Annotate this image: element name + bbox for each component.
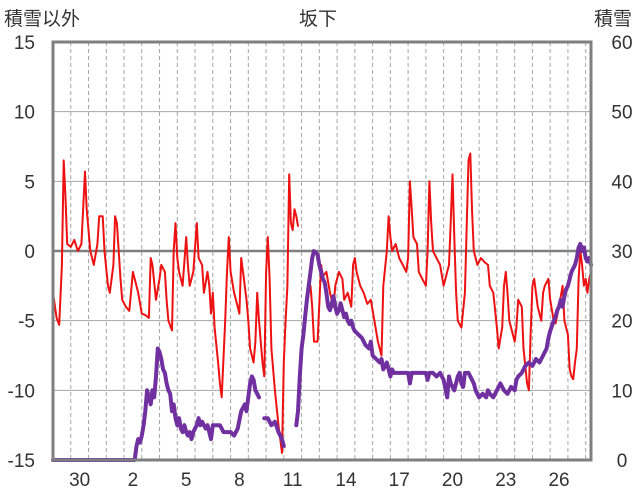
left-tick-label: 15 <box>14 33 35 54</box>
x-tick-label: 26 <box>548 470 569 491</box>
right-tick-label: 10 <box>611 381 632 402</box>
right-tick-label: 0 <box>617 451 628 472</box>
x-tick-label: 20 <box>442 470 463 491</box>
x-tick-label: 8 <box>234 470 245 491</box>
snow-depth-line <box>262 416 286 449</box>
x-tick-label: 23 <box>495 470 516 491</box>
x-tick-label: 2 <box>128 470 139 491</box>
series-layer <box>51 152 593 462</box>
right-tick-label: 20 <box>611 312 632 333</box>
left-tick-label: 0 <box>24 242 35 263</box>
left-tick-label: 5 <box>24 172 35 193</box>
x-tick-label: 17 <box>389 470 410 491</box>
left-axis-title: 積雪以外 <box>4 8 80 30</box>
x-tick-label: 30 <box>69 470 90 491</box>
temperature-line <box>52 159 299 454</box>
left-tick-label: 10 <box>14 103 35 124</box>
plot-frame <box>51 40 593 462</box>
x-tick-label: 14 <box>335 470 357 491</box>
grid-layer <box>53 42 591 460</box>
right-tick-label: 50 <box>611 103 632 124</box>
chart-title: 坂下 <box>299 8 337 30</box>
x-tick-label: 11 <box>283 470 303 491</box>
left-tick-label: -15 <box>8 451 35 472</box>
left-tick-label: -10 <box>8 381 35 402</box>
x-tick-label: 5 <box>181 470 192 491</box>
label-layer: 積雪以外 坂下 積雪 151050-5-10-15605040302010030… <box>4 8 633 491</box>
temperature-line <box>309 152 592 392</box>
snow-depth-line <box>51 346 261 462</box>
right-tick-label: 40 <box>611 172 632 193</box>
snow-depth-line <box>294 242 593 428</box>
right-tick-label: 60 <box>611 33 632 54</box>
right-tick-label: 30 <box>611 242 632 263</box>
right-axis-title: 積雪 <box>594 8 632 30</box>
left-tick-label: -5 <box>18 312 35 333</box>
